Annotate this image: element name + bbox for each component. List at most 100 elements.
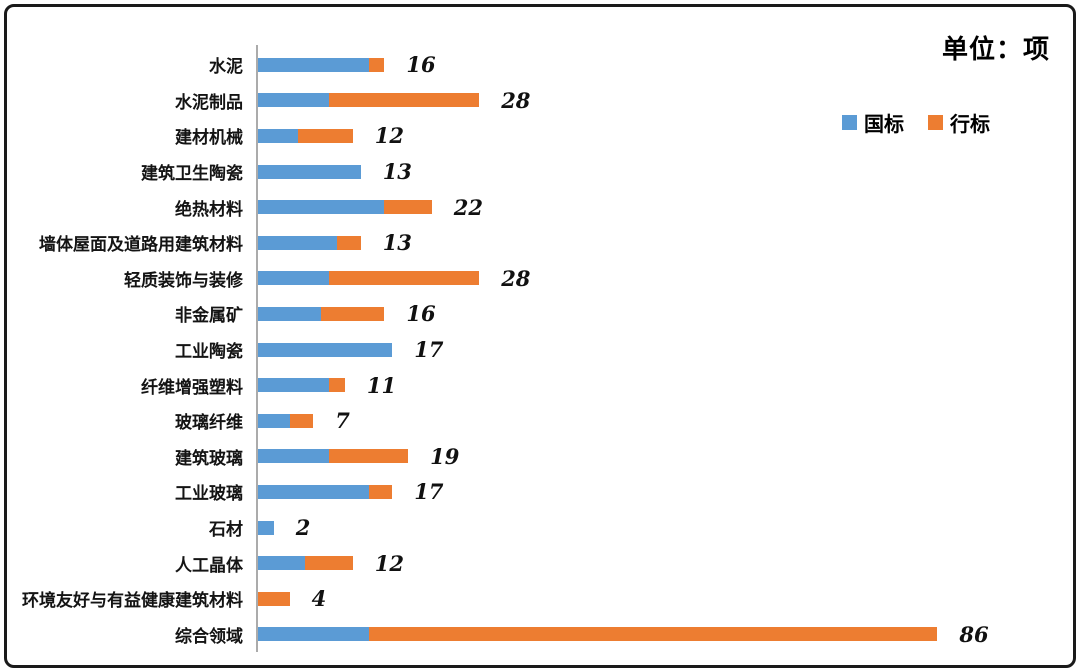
- bar-segment-guobiao: [258, 271, 330, 286]
- bar-segment-guobiao: [258, 93, 330, 108]
- bar-segment-guobiao: [258, 627, 369, 642]
- bar-segment-hangbiao: [321, 306, 385, 321]
- bar-segment-hangbiao: [384, 200, 432, 215]
- chart-row: 综合领域 86: [0, 617, 1080, 653]
- legend-label-guobiao: 国标: [864, 114, 904, 136]
- category-label: 人工晶体: [175, 555, 243, 575]
- bar-segment-guobiao: [258, 449, 330, 464]
- chart-rows: 水泥 16 水泥制品 28 建材机械 12 建筑卫生陶瓷 13 绝热材料: [0, 47, 1080, 652]
- bar-track: [258, 93, 480, 108]
- category-label: 石材: [209, 520, 243, 540]
- bar-track: [258, 449, 409, 464]
- bar-segment-hangbiao: [329, 449, 409, 464]
- chart-row: 非金属矿 16: [0, 296, 1080, 332]
- bar-track: [258, 591, 290, 606]
- bar-track: [258, 200, 432, 215]
- category-label: 综合领域: [175, 626, 243, 646]
- bar-segment-hangbiao: [329, 378, 345, 393]
- chart-row: 建材机械 12: [0, 118, 1080, 154]
- bar-track: [258, 271, 480, 286]
- legend-item-guobiao: 国标: [842, 108, 904, 137]
- legend-swatch-hangbiao-icon: [928, 115, 943, 130]
- chart-row: 轻质装饰与装修 28: [0, 261, 1080, 297]
- bar-segment-guobiao: [258, 164, 361, 179]
- bar-segment-hangbiao: [305, 556, 353, 571]
- chart-row: 建筑玻璃 19: [0, 439, 1080, 475]
- chart-row: 工业陶瓷 17: [0, 332, 1080, 368]
- bar-segment-guobiao: [258, 520, 274, 535]
- category-label: 墙体屋面及道路用建筑材料: [39, 235, 243, 255]
- value-label: 22: [453, 194, 484, 220]
- bar-track: [258, 128, 353, 143]
- category-label: 水泥: [209, 57, 243, 77]
- value-label: 19: [430, 443, 460, 469]
- category-label: 建筑卫生陶瓷: [141, 164, 243, 184]
- category-label: 纤维增强塑料: [141, 377, 243, 397]
- value-label: 4: [311, 586, 327, 612]
- bar-track: [258, 164, 361, 179]
- chart-row: 水泥制品 28: [0, 83, 1080, 119]
- chart-frame: [4, 4, 1076, 668]
- category-label: 非金属矿: [175, 306, 243, 326]
- value-label: 7: [335, 408, 350, 434]
- value-label: 16: [406, 52, 436, 78]
- chart-row: 人工晶体 12: [0, 545, 1080, 581]
- bar-track: [258, 520, 274, 535]
- bar-segment-hangbiao: [297, 128, 353, 143]
- bar-segment-hangbiao: [337, 235, 361, 250]
- bar-segment-hangbiao: [329, 93, 480, 108]
- legend-label-hangbiao: 行标: [950, 114, 990, 136]
- value-label: 17: [414, 337, 444, 363]
- value-label: 17: [414, 479, 444, 505]
- bar-segment-hangbiao: [329, 271, 480, 286]
- value-label: 13: [382, 230, 412, 256]
- bar-track: [258, 413, 314, 428]
- legend: 国标 行标: [842, 108, 990, 137]
- bar-segment-hangbiao: [368, 627, 938, 642]
- y-axis-line: [256, 45, 258, 652]
- legend-item-hangbiao: 行标: [928, 108, 990, 137]
- bar-track: [258, 57, 385, 72]
- bar-track: [258, 556, 353, 571]
- category-label: 玻璃纤维: [175, 413, 243, 433]
- bar-track: [258, 342, 393, 357]
- value-label: 16: [406, 301, 436, 327]
- bar-segment-guobiao: [258, 484, 369, 499]
- chart-row: 环境友好与有益健康建筑材料 4: [0, 581, 1080, 617]
- chart-row: 玻璃纤维 7: [0, 403, 1080, 439]
- category-label: 工业玻璃: [175, 484, 243, 504]
- legend-swatch-guobiao-icon: [842, 115, 857, 130]
- chart-row: 纤维增强塑料 11: [0, 367, 1080, 403]
- value-label: 12: [374, 123, 405, 149]
- category-label: 工业陶瓷: [175, 342, 243, 362]
- chart-row: 石材 2: [0, 510, 1080, 546]
- bar-segment-hangbiao: [368, 57, 385, 72]
- chart-row: 水泥 16: [0, 47, 1080, 83]
- bar-segment-hangbiao: [289, 413, 314, 428]
- category-label: 建筑玻璃: [175, 448, 243, 468]
- category-label: 环境友好与有益健康建筑材料: [22, 591, 243, 611]
- value-label: 28: [501, 87, 531, 113]
- bar-track: [258, 627, 938, 642]
- bar-segment-guobiao: [258, 556, 306, 571]
- chart-row: 墙体屋面及道路用建筑材料 13: [0, 225, 1080, 261]
- bar-segment-guobiao: [258, 306, 322, 321]
- unit-label: 单位：项: [941, 34, 1050, 64]
- category-label: 水泥制品: [175, 92, 243, 112]
- bar-track: [258, 378, 345, 393]
- bar-segment-guobiao: [258, 378, 330, 393]
- chart-row: 工业玻璃 17: [0, 474, 1080, 510]
- bar-segment-guobiao: [258, 128, 298, 143]
- chart-row: 建筑卫生陶瓷 13: [0, 154, 1080, 190]
- category-label: 轻质装饰与装修: [124, 270, 243, 290]
- value-label: 2: [295, 515, 311, 541]
- bar-track: [258, 484, 393, 499]
- category-label: 建材机械: [175, 128, 243, 148]
- value-label: 11: [366, 372, 397, 398]
- bar-segment-guobiao: [258, 413, 290, 428]
- bar-segment-guobiao: [258, 200, 385, 215]
- bar-segment-guobiao: [258, 342, 393, 357]
- bar-segment-hangbiao: [368, 484, 393, 499]
- chart-row: 绝热材料 22: [0, 189, 1080, 225]
- value-label: 86: [959, 621, 989, 647]
